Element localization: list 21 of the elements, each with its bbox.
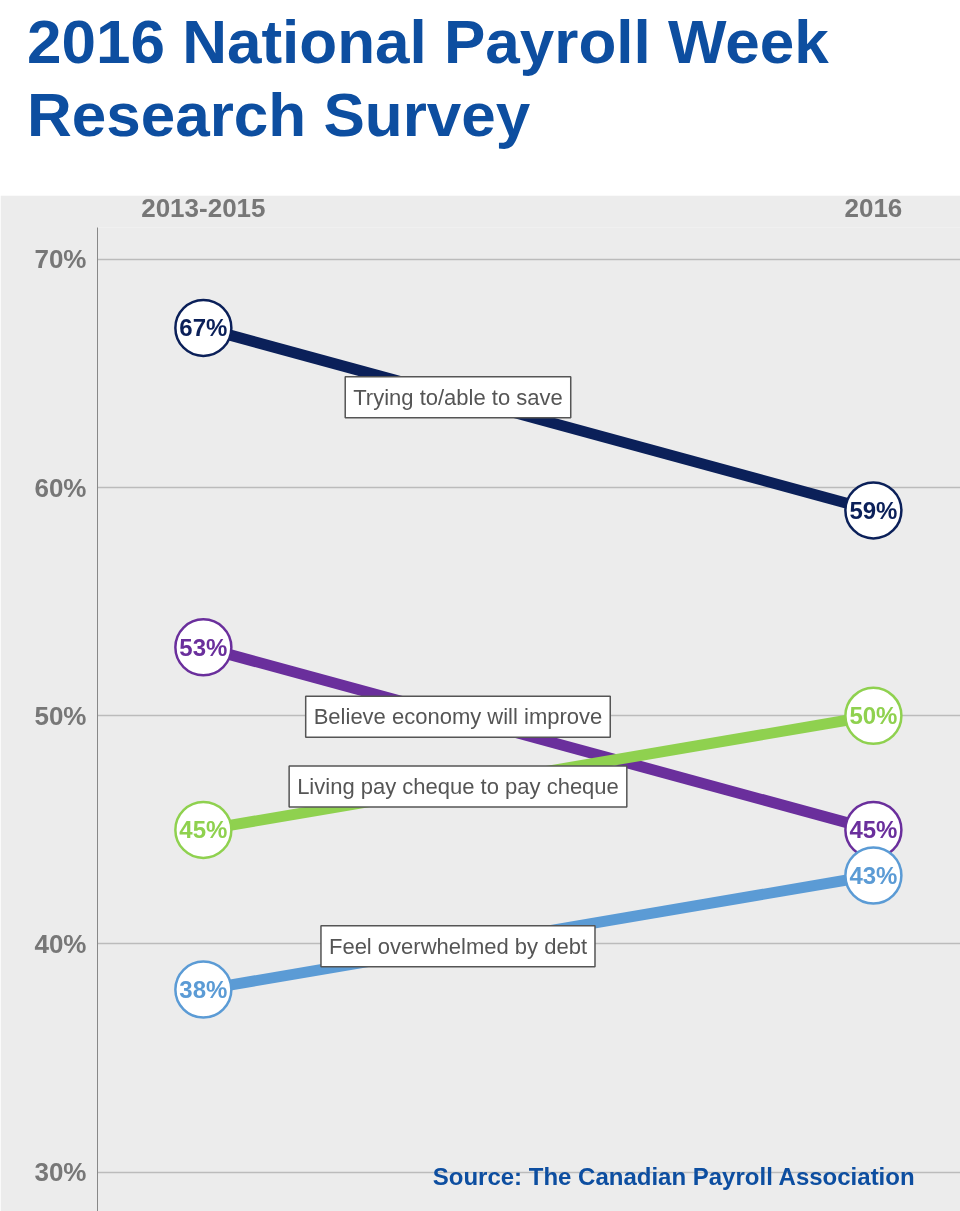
y-tick-label: 40% xyxy=(34,928,87,959)
data-label: 45% xyxy=(179,816,228,844)
annotation: Source: The Canadian Payroll Association xyxy=(432,1162,915,1190)
series-label: Feel overwhelmed by debt xyxy=(328,933,587,959)
y-tick-label: 50% xyxy=(34,700,87,731)
data-label: 59% xyxy=(849,496,898,524)
y-tick-label: 70% xyxy=(34,244,87,275)
data-label: 53% xyxy=(179,633,228,661)
series-label: Trying to/able to save xyxy=(353,384,563,410)
series-label: Believe economy will improve xyxy=(313,704,603,730)
chart-title: 2016 National Payroll Week Research Survey xyxy=(27,6,830,152)
data-label: 43% xyxy=(849,862,898,890)
data-label: 67% xyxy=(179,314,228,342)
data-label: 38% xyxy=(179,976,228,1004)
y-tick-label: 60% xyxy=(34,472,87,503)
x-tick-label: 2016 xyxy=(844,192,903,223)
y-tick-label: 30% xyxy=(34,1157,87,1188)
series-label: Living pay cheque to pay cheque xyxy=(297,774,619,800)
x-tick-label: 2013-2015 xyxy=(141,192,266,223)
data-label: 45% xyxy=(849,816,898,844)
data-label: 50% xyxy=(849,702,898,730)
